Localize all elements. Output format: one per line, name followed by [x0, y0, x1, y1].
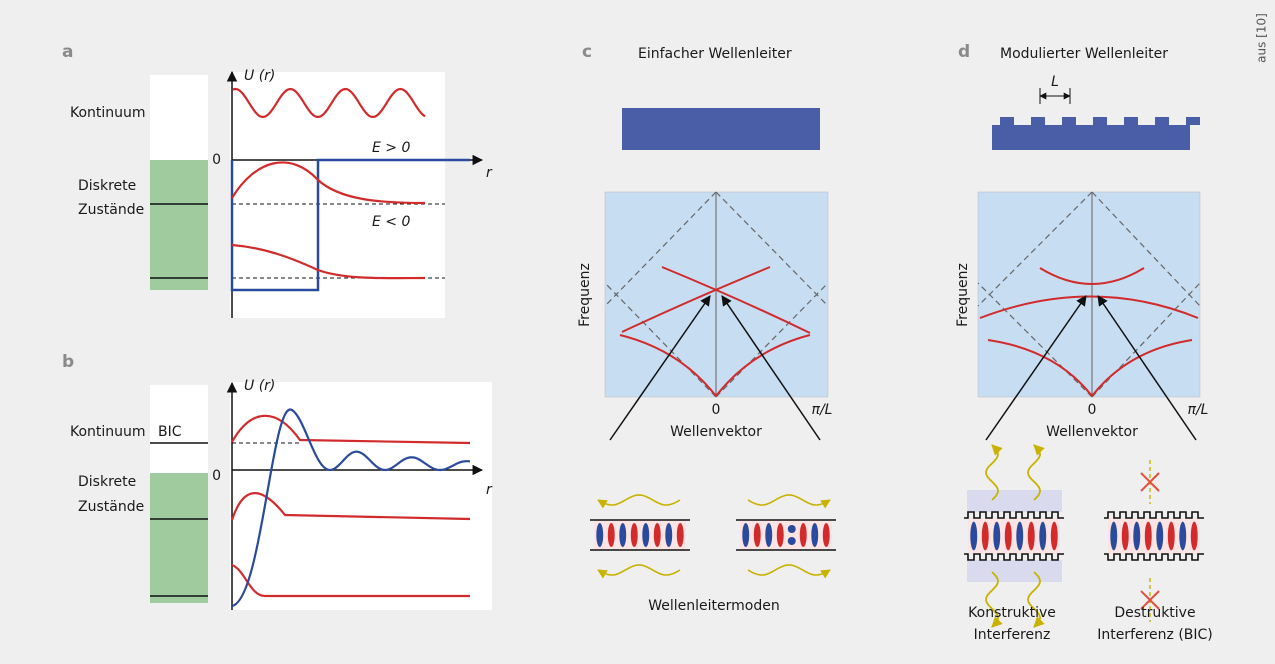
axis-label: U (r) [244, 68, 275, 84]
radiation-band [967, 560, 1062, 582]
panel-title: Einfacher Wellenleiter [638, 46, 792, 62]
mode-lobe [993, 522, 1000, 551]
x-tick-label: π/L [1188, 402, 1209, 418]
mode-lobe [1039, 522, 1046, 551]
mode-lobe [800, 523, 807, 547]
mode-lobe [1145, 522, 1152, 551]
mode-lobe [1005, 522, 1012, 551]
caption: Konstruktive [968, 605, 1056, 621]
mode-lobe [1122, 522, 1129, 551]
mode-lobe [765, 523, 772, 547]
discrete-label: Diskrete [78, 178, 136, 194]
continuum-band [150, 75, 208, 160]
mode-lobe [1133, 522, 1140, 551]
x-tick-label: 0 [712, 402, 721, 418]
discrete-band [150, 473, 208, 603]
mode-lobe [982, 522, 989, 551]
discrete-band [150, 160, 208, 290]
zero-label: 0 [212, 468, 221, 484]
mode-lobe [1028, 522, 1035, 551]
x-label: Wellenvektor [1046, 424, 1138, 440]
axis-label: U (r) [244, 378, 275, 394]
panel-label: a [62, 42, 73, 62]
panel-label: d [958, 42, 970, 62]
mode-field [740, 520, 832, 550]
mode-lobe [619, 523, 626, 547]
mode-lobe [970, 522, 977, 551]
mode-field [594, 520, 686, 550]
band-box [978, 192, 1200, 397]
mode-lobe [665, 523, 672, 547]
period-label: L [1051, 74, 1059, 90]
mode-lobe [677, 523, 684, 547]
y-label: Frequenz [955, 263, 971, 327]
y-label: Frequenz [577, 263, 593, 327]
mode-lobe [788, 537, 796, 545]
energy-label: E < 0 [372, 214, 410, 230]
mode-lobe [654, 523, 661, 547]
mode-lobe [1168, 522, 1175, 551]
energy-label: E > 0 [372, 140, 410, 156]
x-tick-label: 0 [1088, 402, 1097, 418]
continuum-label: Kontinuum [70, 424, 146, 440]
discrete-label: Zustände [78, 202, 144, 218]
caption: Interferenz [974, 627, 1051, 643]
bic-label: BIC [158, 424, 182, 440]
discrete-label: Diskrete [78, 474, 136, 490]
mode-lobe [823, 523, 830, 547]
continuum-label: Kontinuum [70, 105, 146, 121]
mode-lobe [1110, 522, 1117, 551]
mode-lobe [1051, 522, 1058, 551]
mode-lobe [1179, 522, 1186, 551]
page: a U (r) 0 r E > 0 E < 0 Kontinuum Diskre… [0, 0, 1275, 664]
panel-label: b [62, 352, 74, 372]
zero-label: 0 [212, 152, 221, 168]
caption: Wellenleitermoden [648, 598, 779, 614]
plot-area [230, 72, 445, 318]
mode-lobe [596, 523, 603, 547]
caption: Interferenz (BIC) [1097, 627, 1213, 643]
discrete-label: Zustände [78, 499, 144, 515]
x-label: Wellenvektor [670, 424, 762, 440]
mode-lobe [754, 523, 761, 547]
mode-lobe [608, 523, 615, 547]
caption: Destruktive [1114, 605, 1195, 621]
mode-lobe [642, 523, 649, 547]
mode-lobe [631, 523, 638, 547]
mode-lobe [1156, 522, 1163, 551]
credit: aus [10] [1255, 13, 1269, 63]
mode-lobe [811, 523, 818, 547]
radiation-band [967, 490, 1062, 512]
panel-title: Modulierter Wellenleiter [1000, 46, 1168, 62]
x-tick-label: π/L [812, 402, 833, 418]
mode-lobe [788, 525, 796, 533]
mode-lobe [777, 523, 784, 547]
mode-lobe [742, 523, 749, 547]
waveguide [622, 108, 820, 150]
figure: a U (r) 0 r E > 0 E < 0 Kontinuum Diskre… [0, 0, 1275, 664]
mode-lobe [1191, 522, 1198, 551]
panel-label: c [582, 42, 592, 62]
mode-lobe [1016, 522, 1023, 551]
